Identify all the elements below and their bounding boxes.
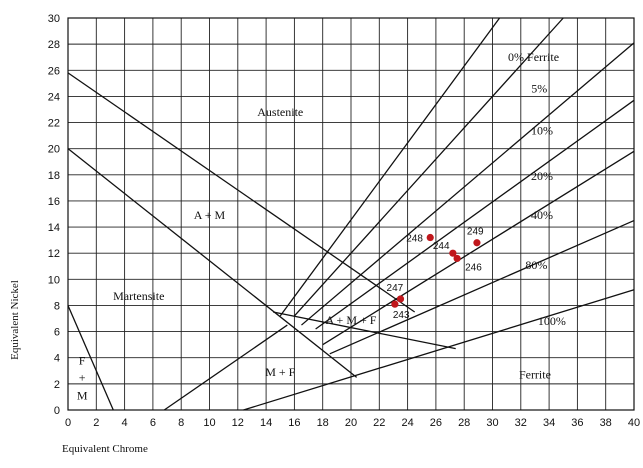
boundary-line bbox=[301, 42, 635, 326]
boundary-line bbox=[67, 148, 358, 378]
region-label: Martensite bbox=[113, 289, 164, 303]
y-tick-label: 22 bbox=[48, 118, 60, 130]
region-label: A + M bbox=[194, 208, 226, 222]
y-tick-label: 10 bbox=[48, 274, 60, 286]
region-label: Austenite bbox=[257, 105, 303, 119]
x-tick-label: 28 bbox=[458, 417, 470, 429]
boundary-line bbox=[315, 99, 635, 330]
ferrite-line-label: 5% bbox=[531, 81, 547, 95]
ferrite-line-label: 40% bbox=[531, 208, 553, 222]
x-tick-label: 18 bbox=[317, 417, 329, 429]
data-point-label: 243 bbox=[393, 310, 410, 321]
x-tick-label: 16 bbox=[288, 417, 300, 429]
region-label: M + F bbox=[265, 365, 295, 379]
boundary-line bbox=[163, 324, 288, 411]
data-point-label: 244 bbox=[433, 241, 450, 252]
region-label: + bbox=[79, 370, 86, 384]
x-tick-label: 4 bbox=[122, 417, 128, 429]
data-point-label: 248 bbox=[406, 234, 423, 245]
x-axis-title: Equivalent Chrome bbox=[62, 443, 148, 455]
data-point-label: 246 bbox=[465, 262, 482, 273]
ferrite-line-label: 10% bbox=[531, 123, 553, 137]
ferrite-line-label: 100% bbox=[538, 314, 566, 328]
x-tick-label: 38 bbox=[600, 417, 612, 429]
y-tick-label: 28 bbox=[48, 39, 60, 51]
y-tick-label: 4 bbox=[54, 353, 60, 365]
data-point bbox=[453, 254, 461, 263]
x-tick-label: 32 bbox=[515, 417, 527, 429]
region-label: M bbox=[77, 389, 88, 403]
y-tick-label: 0 bbox=[54, 405, 60, 417]
boundary-line bbox=[243, 289, 635, 411]
x-tick-label: 36 bbox=[571, 417, 583, 429]
x-tick-label: 12 bbox=[232, 417, 244, 429]
y-axis-title: Equivalent Nickel bbox=[9, 280, 21, 360]
y-tick-label: 14 bbox=[48, 222, 60, 234]
y-tick-label: 16 bbox=[48, 196, 60, 208]
boundary-line bbox=[322, 150, 635, 346]
boundary-line bbox=[293, 17, 564, 317]
data-point bbox=[391, 300, 399, 308]
y-tick-label: 12 bbox=[48, 248, 60, 260]
ferrite-line-label: 80% bbox=[525, 258, 547, 272]
data-point-label: 249 bbox=[467, 227, 484, 238]
data-points: 248 244 246 249 247 243 bbox=[387, 227, 485, 321]
data-point bbox=[473, 239, 481, 247]
y-tick-label: 8 bbox=[54, 300, 60, 312]
ferrite-line-label: 20% bbox=[531, 169, 553, 183]
x-tick-label: 22 bbox=[373, 417, 385, 429]
boundary-line bbox=[67, 305, 114, 411]
x-tick-label: 26 bbox=[430, 417, 442, 429]
y-tick-label: 24 bbox=[48, 91, 60, 103]
y-tick-label: 20 bbox=[48, 144, 60, 156]
region-labels: Austenite A + M Martensite A + M + F M + F Fe… bbox=[77, 50, 566, 402]
boundary-lines bbox=[67, 17, 635, 411]
x-tick-label: 6 bbox=[150, 417, 156, 429]
boundary-line bbox=[67, 72, 416, 313]
ferrite-line-label: 0% Ferrite bbox=[508, 50, 559, 64]
x-tick-label: 8 bbox=[178, 417, 184, 429]
x-tick-label: 0 bbox=[65, 417, 71, 429]
x-tick-label: 20 bbox=[345, 417, 357, 429]
x-tick-label: 40 bbox=[628, 417, 640, 429]
data-point bbox=[396, 295, 405, 303]
region-label: F bbox=[79, 353, 86, 367]
x-tick-label: 30 bbox=[486, 417, 498, 429]
y-tick-label: 18 bbox=[48, 170, 60, 182]
region-label: A + M + F bbox=[326, 313, 377, 327]
x-tick-label: 2 bbox=[93, 417, 99, 429]
x-tick-label: 24 bbox=[401, 417, 413, 429]
boundary-line bbox=[329, 219, 635, 355]
axis-ticks: 0 2 4 6 8 10 12 14 16 18 20 22 24 26 28 30 32 34 36 38 40024… bbox=[48, 13, 640, 429]
data-point bbox=[449, 249, 457, 257]
y-tick-label: 2 bbox=[54, 379, 60, 391]
x-tick-label: 34 bbox=[543, 417, 555, 429]
y-tick-label: 26 bbox=[48, 65, 60, 77]
y-tick-label: 30 bbox=[48, 13, 60, 25]
region-label: Ferrite bbox=[519, 368, 551, 382]
plot-frame bbox=[67, 17, 635, 411]
boundary-line bbox=[273, 311, 456, 350]
x-tick-label: 10 bbox=[203, 417, 215, 429]
y-tick-label: 6 bbox=[54, 327, 60, 339]
boundary-line bbox=[279, 17, 501, 317]
x-tick-label: 14 bbox=[260, 417, 272, 429]
data-point-label: 247 bbox=[387, 283, 404, 294]
data-point bbox=[426, 233, 434, 242]
